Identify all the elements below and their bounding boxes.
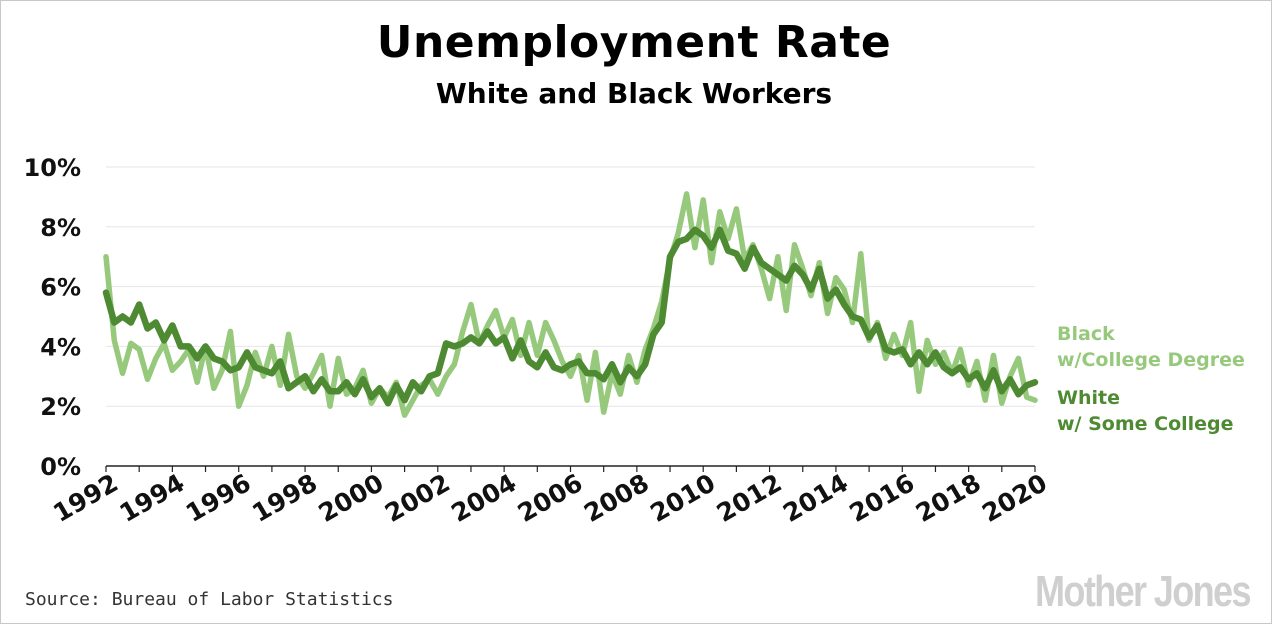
y-tick-labels: 0% 2% 4% 6% 8% 10% <box>24 154 81 481</box>
y-tick-label: 4% <box>40 333 81 361</box>
legend-white-line1: White <box>1057 387 1120 409</box>
x-tick-label: 2000 <box>314 468 389 528</box>
legend-white-line2: w/ Some College <box>1057 413 1234 435</box>
x-tick-label: 2018 <box>911 468 986 528</box>
legend-black-line2: w/College Degree <box>1057 349 1245 371</box>
x-tick-label: 1994 <box>115 468 190 528</box>
x-tick-label: 2002 <box>380 468 455 528</box>
y-tick-label: 8% <box>40 214 81 242</box>
y-tick-label: 2% <box>40 393 81 421</box>
chart-title: Unemployment Rate <box>376 17 892 68</box>
x-tick-label: 2014 <box>778 468 853 528</box>
x-tick-label: 2010 <box>645 468 720 528</box>
y-tick-label: 0% <box>40 453 81 481</box>
y-tick-label: 6% <box>40 274 81 302</box>
legend-black-line1: Black <box>1057 323 1115 345</box>
mother-jones-logo: Mother Jones <box>1035 567 1252 616</box>
x-tick-label: 1998 <box>247 468 322 528</box>
x-tick-label: 2020 <box>977 468 1052 528</box>
x-tick-label: 1996 <box>181 468 256 528</box>
x-tick-label: 2012 <box>712 468 787 528</box>
series-lines <box>102 191 1039 418</box>
y-tick-label: 10% <box>24 154 81 182</box>
legend-white-some-college: White w/ Some College <box>1057 385 1234 437</box>
legend-black-college-degree: Black w/College Degree <box>1057 321 1245 373</box>
source-note: Source: Bureau of Labor Statistics <box>25 589 394 610</box>
x-tick-label: 2004 <box>446 468 521 528</box>
series-line-white-some-college <box>102 226 1039 407</box>
chart-subtitle: White and Black Workers <box>435 77 833 110</box>
axes <box>105 465 1036 472</box>
x-tick-labels: 1992199419961998200020022004200620082010… <box>48 468 1052 528</box>
x-tick-label: 2008 <box>579 468 654 528</box>
x-tick-label: 2016 <box>845 468 920 528</box>
x-tick-label: 2006 <box>513 468 588 528</box>
